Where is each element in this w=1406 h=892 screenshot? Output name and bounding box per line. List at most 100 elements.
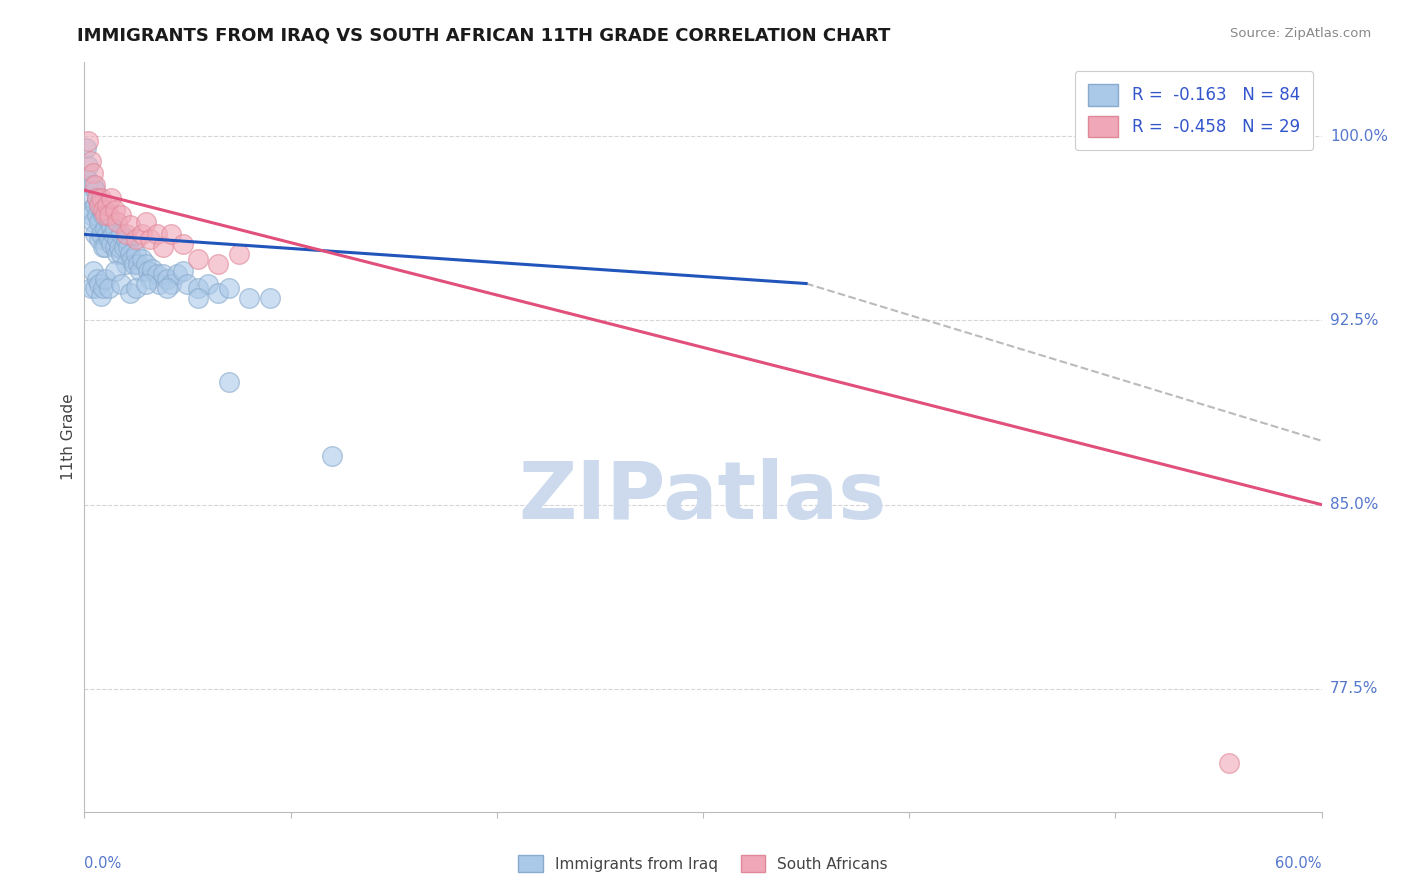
Point — [82, 178, 104, 193]
Text: 92.5%: 92.5% — [1330, 313, 1378, 328]
Point — [118, 247, 141, 261]
Point — [87, 198, 110, 212]
Point — [218, 281, 240, 295]
Point — [114, 232, 136, 246]
Point — [94, 222, 117, 236]
Point — [96, 227, 118, 242]
Point — [83, 281, 105, 295]
Point — [160, 227, 183, 242]
Point — [86, 190, 108, 204]
Point — [117, 240, 139, 254]
Point — [104, 222, 127, 236]
Point — [172, 264, 194, 278]
Point — [166, 267, 188, 281]
Text: IMMIGRANTS FROM IRAQ VS SOUTH AFRICAN 11TH GRADE CORRELATION CHART: IMMIGRANTS FROM IRAQ VS SOUTH AFRICAN 11… — [77, 27, 891, 45]
Point — [83, 198, 105, 212]
Point — [104, 202, 127, 217]
Point — [125, 232, 148, 246]
Point — [108, 240, 131, 254]
Point — [100, 237, 122, 252]
Point — [91, 208, 114, 222]
Point — [90, 289, 112, 303]
Point — [207, 257, 229, 271]
Point — [94, 240, 117, 254]
Point — [94, 208, 117, 222]
Point — [104, 240, 127, 254]
Text: 85.0%: 85.0% — [1330, 497, 1378, 512]
Text: Source: ZipAtlas.com: Source: ZipAtlas.com — [1230, 27, 1371, 40]
Point — [131, 252, 153, 266]
Point — [79, 208, 101, 222]
Point — [114, 257, 136, 271]
Point — [105, 247, 128, 261]
Point — [131, 227, 153, 242]
Point — [91, 202, 114, 217]
Point — [98, 281, 121, 295]
Point — [98, 208, 121, 222]
Point — [125, 281, 148, 295]
Point — [110, 277, 132, 291]
Point — [105, 232, 128, 246]
Point — [96, 208, 118, 222]
Point — [114, 227, 136, 242]
Point — [79, 281, 101, 295]
Point — [79, 190, 101, 204]
Point — [77, 134, 100, 148]
Point — [135, 257, 157, 271]
Point — [86, 208, 108, 222]
Point — [122, 257, 145, 271]
Point — [87, 277, 110, 291]
Point — [1218, 756, 1240, 770]
Point — [90, 190, 112, 204]
Point — [121, 252, 143, 266]
Point — [87, 232, 110, 246]
Point — [112, 240, 135, 254]
Point — [90, 202, 112, 217]
Point — [321, 449, 343, 463]
Point — [83, 227, 105, 242]
Point — [218, 375, 240, 389]
Text: 60.0%: 60.0% — [1275, 856, 1322, 871]
Point — [98, 215, 121, 229]
Text: ZIPatlas: ZIPatlas — [519, 458, 887, 536]
Point — [86, 271, 108, 285]
Point — [156, 271, 179, 285]
Point — [90, 227, 112, 242]
Point — [86, 190, 108, 204]
Point — [91, 240, 114, 254]
Point — [118, 218, 141, 232]
Point — [94, 202, 117, 217]
Point — [176, 277, 198, 291]
Point — [79, 202, 101, 217]
Point — [187, 291, 209, 305]
Point — [145, 267, 167, 281]
Point — [139, 271, 162, 285]
Point — [105, 215, 128, 229]
Legend: Immigrants from Iraq, South Africans: Immigrants from Iraq, South Africans — [510, 847, 896, 880]
Point — [82, 215, 104, 229]
Point — [136, 264, 159, 278]
Text: 100.0%: 100.0% — [1330, 128, 1388, 144]
Point — [148, 277, 170, 291]
Point — [110, 227, 132, 242]
Point — [118, 286, 141, 301]
Point — [83, 178, 105, 193]
Point — [82, 166, 104, 180]
Point — [103, 227, 125, 242]
Text: 0.0%: 0.0% — [84, 856, 121, 871]
Point — [75, 141, 97, 155]
Point — [135, 215, 157, 229]
Point — [152, 267, 174, 281]
Point — [79, 153, 101, 168]
Point — [91, 281, 114, 295]
Point — [82, 264, 104, 278]
Point — [135, 277, 157, 291]
Point — [96, 198, 118, 212]
Point — [152, 240, 174, 254]
Y-axis label: 11th Grade: 11th Grade — [60, 393, 76, 481]
Point — [238, 291, 260, 305]
Point — [160, 277, 183, 291]
Text: 77.5%: 77.5% — [1330, 681, 1378, 697]
Point — [98, 232, 121, 246]
Point — [87, 198, 110, 212]
